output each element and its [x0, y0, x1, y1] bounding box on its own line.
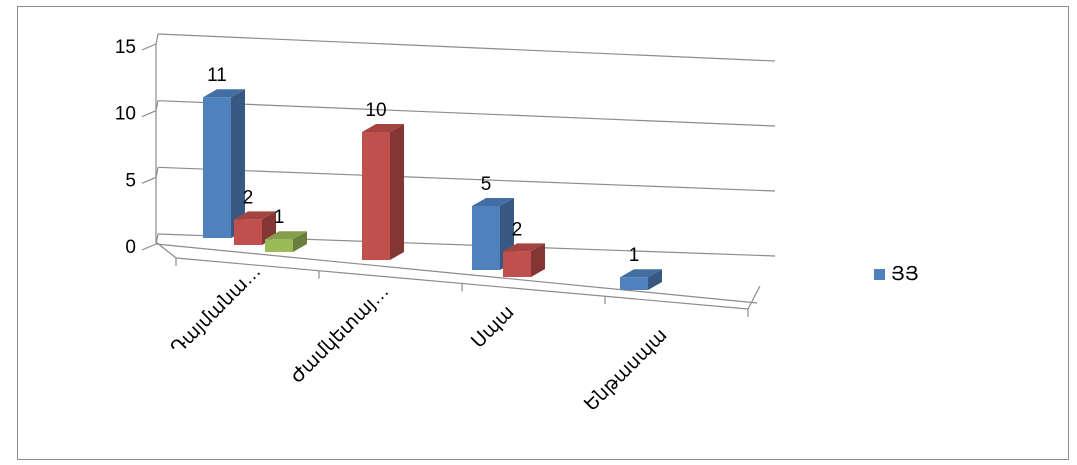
data-label: 11 [207, 65, 227, 86]
bar-front [472, 206, 500, 270]
bar-side [390, 124, 404, 260]
data-label: 5 [481, 174, 492, 195]
floor-left-edge [155, 241, 177, 259]
data-label: 2 [243, 187, 254, 208]
grid-line [157, 100, 776, 127]
grid-line [157, 33, 776, 62]
bar-top [362, 124, 404, 132]
y-tick-mark [141, 176, 157, 184]
bar-front [362, 132, 390, 260]
chart-frame [17, 6, 1069, 460]
bar [362, 124, 404, 260]
bar-top [503, 243, 545, 252]
bar [265, 231, 307, 252]
bar [620, 269, 662, 290]
bar-side [231, 89, 245, 238]
y-tick-label: 0 [125, 237, 136, 258]
grid-line [157, 166, 776, 192]
y-tick-mark [141, 110, 157, 118]
bar-front [234, 219, 262, 245]
data-label: 2 [512, 219, 523, 240]
legend-label: ՅՅ [891, 264, 919, 285]
bar-side [531, 243, 545, 277]
x-axis-labels: Դայմանա… Ժամկետայ… Սպա Ենթասպա [167, 261, 671, 416]
chart-bars [203, 89, 662, 290]
grid-line-side [155, 33, 159, 45]
bar-front [503, 251, 531, 277]
bar-top [234, 211, 276, 220]
floor-front-edge [155, 243, 758, 304]
x-category-label: Ժամկետայ… [287, 281, 394, 388]
y-tick-label: 5 [125, 170, 136, 191]
y-tick-mark [141, 243, 157, 251]
x-category-label: Դայմանա… [167, 261, 265, 359]
chart-walls [155, 44, 761, 317]
floor-right-edge [747, 285, 761, 310]
bar-front [620, 277, 648, 290]
legend-swatch [874, 269, 885, 280]
data-label: 1 [274, 207, 285, 228]
y-tick-label: 15 [115, 37, 136, 58]
y-axis-ticks: 0 5 10 15 [115, 37, 136, 258]
y-tick-mark [141, 43, 157, 51]
bar-top [472, 198, 514, 206]
bar-top [203, 89, 245, 98]
bar-top [265, 231, 307, 240]
x-category-label: Սպա [468, 302, 519, 353]
data-label: 10 [365, 100, 386, 121]
bar [503, 243, 545, 277]
bar-top [620, 269, 662, 278]
bar-front [265, 239, 293, 252]
x-category-label: Ենթասպա [581, 325, 672, 416]
bar-front [203, 97, 231, 238]
bar-side [648, 269, 662, 290]
y-tick-label: 10 [115, 104, 136, 125]
legend: ՅՅ [874, 263, 919, 286]
bar [203, 89, 245, 238]
bar-side [293, 231, 307, 252]
data-label: 1 [629, 245, 640, 266]
